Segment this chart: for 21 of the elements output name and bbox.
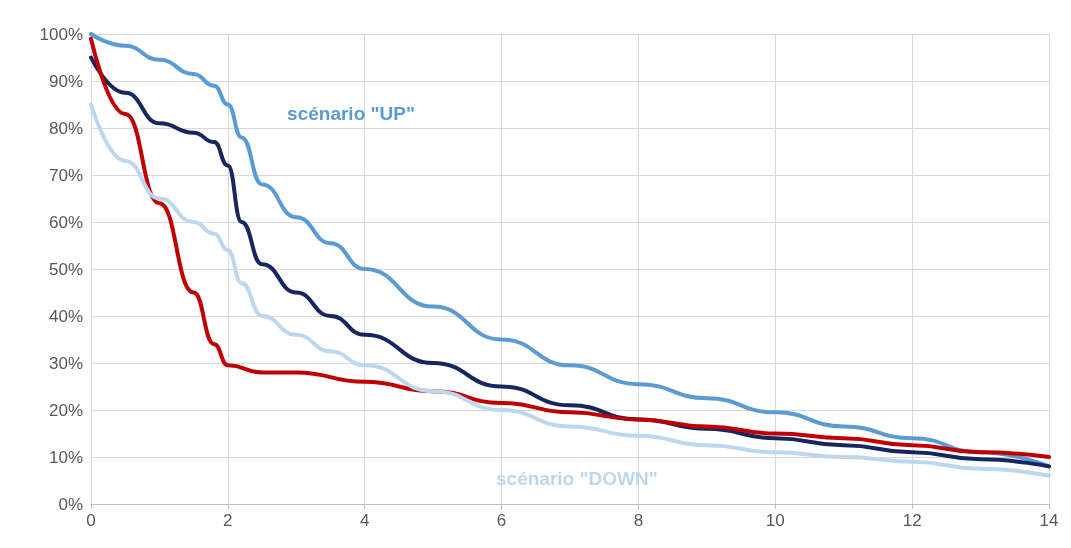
y-tick-label: 10%: [48, 447, 83, 467]
y-tick-label: 100%: [39, 24, 83, 44]
x-tick-label: 10: [765, 511, 785, 530]
y-tick-label: 70%: [48, 165, 83, 185]
x-tick-label: 8: [633, 511, 644, 530]
y-tick-label: 0%: [58, 494, 83, 514]
y-tick-label: 30%: [48, 353, 83, 373]
x-tick-label: 0: [86, 511, 96, 530]
x-tick-label: 6: [496, 511, 507, 530]
y-tick-label: 80%: [48, 118, 83, 138]
y-tick-label: 60%: [48, 212, 83, 232]
y-tick-label: 20%: [48, 400, 83, 420]
y-tick-label: 50%: [48, 259, 83, 279]
series-label: scénario "DOWN": [496, 467, 658, 489]
x-tick-label: 2: [223, 511, 233, 530]
y-tick-label: 90%: [48, 71, 83, 91]
y-tick-label: 40%: [48, 306, 83, 326]
text: scénario "UP": [287, 103, 415, 125]
x-tick-label: 4: [359, 511, 370, 530]
x-tick-label: 14: [1039, 511, 1059, 530]
x-tick-label: 12: [902, 511, 922, 530]
